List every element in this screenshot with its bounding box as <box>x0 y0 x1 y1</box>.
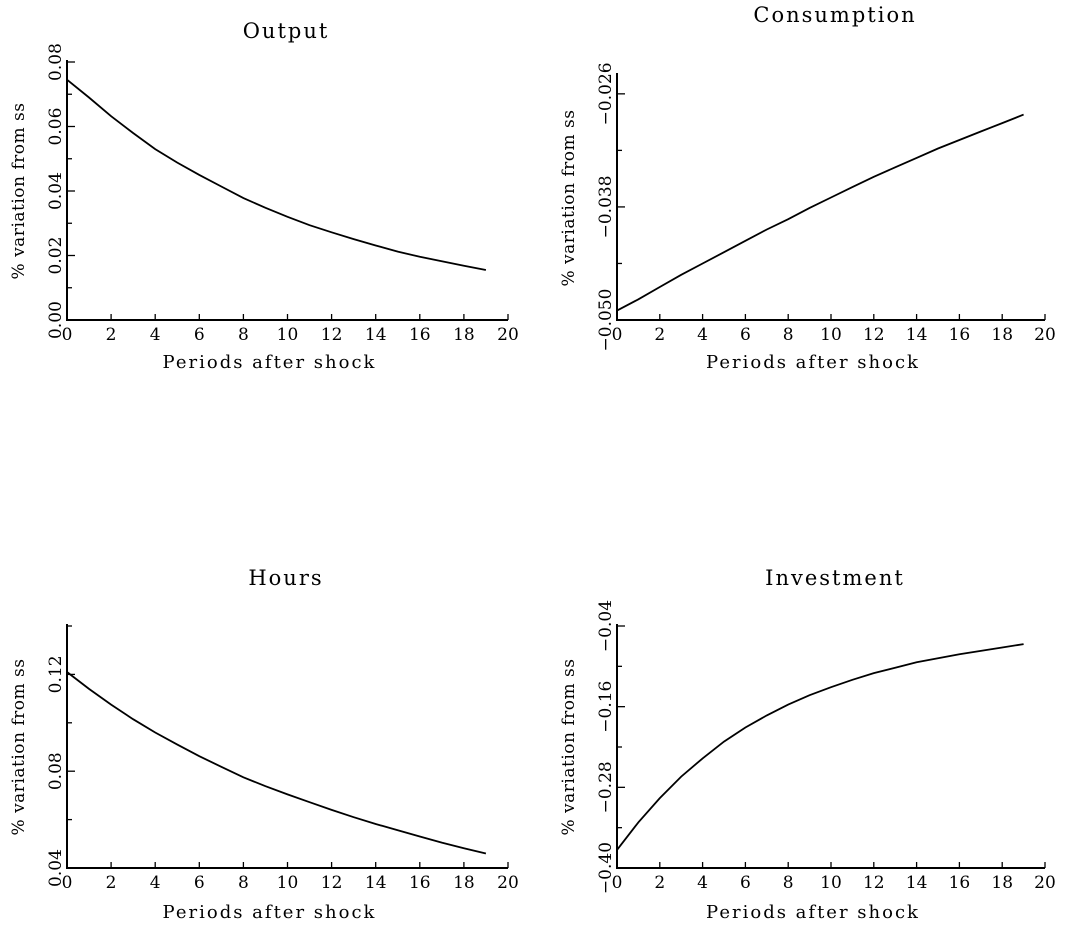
chart-panel-consumption: Consumption 0 2 4 6 8 10 12 14 16 18 20 −0.050 −0.038… <box>559 3 1056 373</box>
x-tick-label: 10 <box>820 873 842 893</box>
series-line-0 <box>616 113 1024 312</box>
x-tick-label: 12 <box>321 873 343 893</box>
x-tick-label: 4 <box>150 325 161 345</box>
axis-frame <box>66 60 508 321</box>
x-tick-label: 8 <box>238 325 249 345</box>
x-tick-label: 18 <box>991 873 1013 893</box>
x-tick-label: 12 <box>863 873 885 893</box>
series-line-0 <box>66 671 487 855</box>
x-axis-label: Periods after shock <box>706 902 920 923</box>
y-tick-label: −0.026 <box>596 62 616 125</box>
y-tick-label: 0.08 <box>46 43 66 81</box>
y-axis-label: % variation from ss <box>9 103 29 280</box>
x-tick-label: 2 <box>106 325 117 345</box>
y-tick-label: 0.02 <box>46 237 66 275</box>
x-tick-label: 14 <box>906 873 928 893</box>
x-tick-label: 20 <box>497 325 519 345</box>
x-tick-label: 16 <box>949 873 971 893</box>
x-tick-label: 20 <box>1034 873 1056 893</box>
x-tick-label: 6 <box>740 873 751 893</box>
y-tick-label: −0.04 <box>596 600 616 652</box>
x-tick-label: 0 <box>62 325 73 345</box>
y-tick-label: −0.28 <box>596 761 616 813</box>
chart-title: Hours <box>248 566 323 590</box>
chart-title: Consumption <box>753 3 916 27</box>
x-tick-label: 6 <box>194 325 205 345</box>
x-tick-label: 6 <box>740 325 751 345</box>
x-tick-label: 8 <box>783 325 794 345</box>
x-tick-label: 18 <box>453 873 475 893</box>
x-axis-label: Periods after shock <box>163 352 377 373</box>
x-tick-label: 8 <box>238 873 249 893</box>
x-tick-label: 10 <box>277 325 299 345</box>
x-tick-label: 20 <box>497 873 519 893</box>
x-tick-label: 8 <box>783 873 794 893</box>
x-tick-label: 0 <box>612 873 623 893</box>
y-tick-label: −0.038 <box>596 175 616 238</box>
axis-frame <box>616 624 1045 869</box>
series-line-0 <box>616 643 1024 851</box>
x-tick-label: 2 <box>654 325 665 345</box>
y-tick-label: −0.050 <box>596 289 616 352</box>
x-tick-label: 18 <box>453 325 475 345</box>
x-axis-label: Periods after shock <box>163 902 377 923</box>
y-tick-label: 0.08 <box>46 752 66 790</box>
chart-panel-hours: Hours 0 2 4 6 8 10 12 14 16 18 20 0.04 0.08 0.12 Period… <box>9 566 519 923</box>
x-tick-label: 18 <box>991 325 1013 345</box>
y-tick-label: 0.06 <box>46 108 66 146</box>
x-tick-label: 4 <box>697 325 708 345</box>
x-tick-label: 10 <box>820 325 842 345</box>
y-tick-label: −0.16 <box>596 681 616 733</box>
x-tick-label: 14 <box>906 325 928 345</box>
x-tick-label: 16 <box>409 873 431 893</box>
x-tick-label: 16 <box>409 325 431 345</box>
chart-panel-output: Output 0 2 4 6 8 10 12 14 16 18 20 0.00 0.02 0.04 0.06 0… <box>9 19 519 373</box>
chart-title: Output <box>243 19 330 43</box>
y-axis-label: % variation from ss <box>559 110 579 287</box>
y-tick-label: 0.04 <box>46 849 66 887</box>
x-tick-label: 2 <box>654 873 665 893</box>
y-tick-label: 0.04 <box>46 172 66 210</box>
x-tick-label: 6 <box>194 873 205 893</box>
x-tick-label: 16 <box>949 325 971 345</box>
axis-frame <box>66 624 508 869</box>
x-tick-label: 4 <box>150 873 161 893</box>
series-line-0 <box>66 79 487 271</box>
x-tick-label: 20 <box>1034 325 1056 345</box>
y-tick-label: 0.00 <box>46 301 66 339</box>
y-tick-label: −0.40 <box>596 842 616 894</box>
x-tick-label: 10 <box>277 873 299 893</box>
x-tick-label: 12 <box>863 325 885 345</box>
y-tick-label: 0.12 <box>46 655 66 693</box>
x-tick-label: 14 <box>365 325 387 345</box>
x-tick-label: 14 <box>365 873 387 893</box>
x-tick-label: 4 <box>697 873 708 893</box>
chart-panel-investment: Investment 0 2 4 6 8 10 12 14 16 18 20 −0.40 −0.28 −0.… <box>559 566 1056 923</box>
x-tick-label: 12 <box>321 325 343 345</box>
chart-title: Investment <box>765 566 905 590</box>
x-tick-label: 2 <box>106 873 117 893</box>
x-axis-label: Periods after shock <box>706 352 920 373</box>
x-tick-label: 0 <box>62 873 73 893</box>
y-axis-label: % variation from ss <box>9 659 29 836</box>
x-tick-label: 0 <box>612 325 623 345</box>
y-axis-label: % variation from ss <box>559 659 579 836</box>
